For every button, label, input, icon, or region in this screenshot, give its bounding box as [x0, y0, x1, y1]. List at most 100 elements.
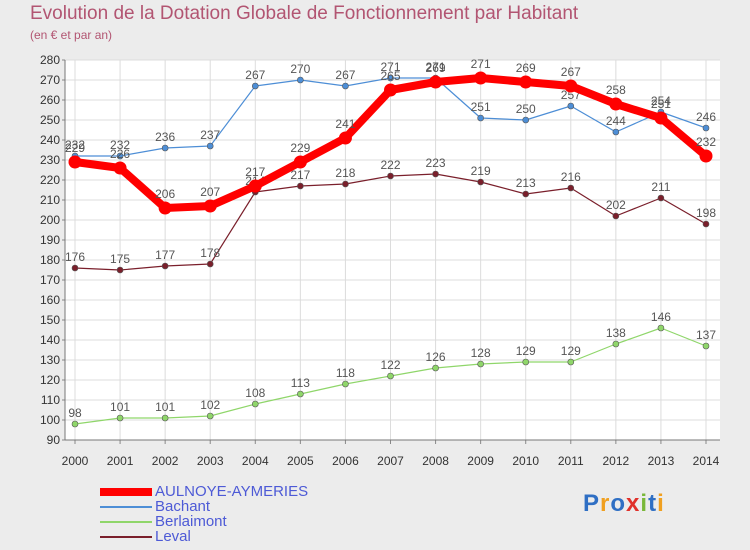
legend-item-berlaimont: Berlaimont: [100, 513, 360, 530]
x-tick-label: 2000: [62, 454, 89, 468]
data-point: [338, 131, 352, 145]
data-point: [113, 161, 127, 175]
data-label: 271: [426, 60, 446, 74]
legend-label: Berlaimont: [155, 513, 227, 530]
data-point: [612, 128, 620, 136]
data-label: 267: [335, 68, 355, 82]
data-label: 213: [516, 176, 536, 190]
data-label: 102: [200, 398, 220, 412]
legend-label: Bachant: [155, 498, 211, 515]
data-point: [68, 155, 82, 169]
legend-item-bachant: Bachant: [100, 498, 360, 515]
data-point: [116, 152, 124, 160]
x-tick-label: 2010: [512, 454, 539, 468]
data-label: 198: [696, 206, 716, 220]
data-point: [567, 102, 575, 110]
data-label: 251: [651, 97, 671, 111]
data-label: 129: [561, 344, 581, 358]
data-label: 229: [65, 141, 85, 155]
data-point: [522, 116, 530, 124]
x-tick-label: 2005: [287, 454, 314, 468]
y-tick-label: 240: [40, 133, 60, 147]
data-label: 128: [471, 346, 491, 360]
data-label: 101: [155, 400, 175, 414]
data-label: 218: [335, 166, 355, 180]
y-tick-label: 170: [40, 273, 60, 287]
data-label: 236: [155, 130, 175, 144]
data-point: [477, 360, 484, 368]
y-tick-label: 130: [40, 353, 60, 367]
data-label: 265: [380, 69, 400, 83]
data-point: [657, 194, 665, 202]
legend-swatch: [100, 521, 152, 523]
data-label: 237: [200, 128, 220, 142]
y-tick-label: 260: [40, 93, 60, 107]
legend-item-aulnoye-aymeries: AULNOYE-AYMERIES: [100, 483, 360, 500]
data-label: 176: [65, 250, 85, 264]
data-label: 226: [110, 147, 130, 161]
y-tick-label: 110: [41, 393, 60, 407]
data-label: 207: [200, 185, 220, 199]
chart-subtitle: (en € et par an): [30, 28, 113, 42]
data-point: [432, 170, 439, 178]
y-tick-label: 90: [47, 433, 61, 447]
data-label: 138: [606, 326, 626, 340]
data-label: 270: [290, 62, 310, 76]
data-point: [567, 184, 575, 192]
data-point: [161, 262, 169, 270]
x-tick-label: 2012: [603, 454, 630, 468]
x-tick-label: 2011: [558, 454, 584, 468]
y-tick-label: 280: [40, 53, 60, 67]
x-tick-label: 2007: [377, 454, 404, 468]
data-label: 129: [516, 344, 536, 358]
legend-swatch: [100, 506, 152, 508]
x-tick-label: 2009: [467, 454, 494, 468]
legend-swatch: [100, 488, 152, 496]
data-point: [116, 414, 124, 422]
data-point: [297, 390, 304, 398]
data-point: [612, 212, 620, 220]
data-label: 118: [336, 366, 355, 380]
y-tick-label: 100: [40, 413, 60, 427]
legend-label: AULNOYE-AYMERIES: [155, 483, 309, 500]
data-point: [248, 179, 262, 193]
y-tick-label: 190: [40, 233, 60, 247]
data-label: 222: [380, 158, 400, 172]
data-point: [702, 342, 710, 350]
data-point: [477, 114, 484, 122]
data-point: [161, 414, 169, 422]
data-label: 232: [65, 138, 85, 152]
data-label: 219: [471, 164, 491, 178]
data-label: 178: [200, 246, 220, 260]
data-point: [432, 364, 439, 372]
data-point: [387, 372, 394, 380]
data-point: [71, 420, 79, 428]
data-point: [522, 358, 530, 366]
x-tick-label: 2014: [693, 454, 720, 468]
data-label: 271: [471, 57, 491, 71]
data-point: [158, 201, 172, 215]
data-point: [206, 142, 214, 150]
data-label: 217: [245, 165, 265, 179]
data-point: [116, 266, 124, 274]
data-point: [612, 340, 620, 348]
data-label: 246: [696, 110, 716, 124]
y-tick-label: 120: [40, 373, 60, 387]
data-point: [477, 178, 484, 186]
data-point: [206, 260, 214, 268]
data-label: 254: [651, 94, 671, 108]
data-label: 229: [290, 141, 310, 155]
data-label: 211: [651, 180, 670, 194]
data-point: [519, 75, 533, 89]
y-tick-label: 230: [40, 153, 60, 167]
x-tick-label: 2004: [242, 454, 269, 468]
data-point: [384, 83, 397, 97]
data-point: [251, 82, 259, 90]
data-label: 122: [380, 358, 400, 372]
data-point: [342, 82, 349, 90]
y-tick-label: 150: [40, 313, 60, 327]
data-label: 216: [561, 170, 581, 184]
x-tick-label: 2008: [422, 454, 449, 468]
y-tick-label: 270: [40, 73, 60, 87]
